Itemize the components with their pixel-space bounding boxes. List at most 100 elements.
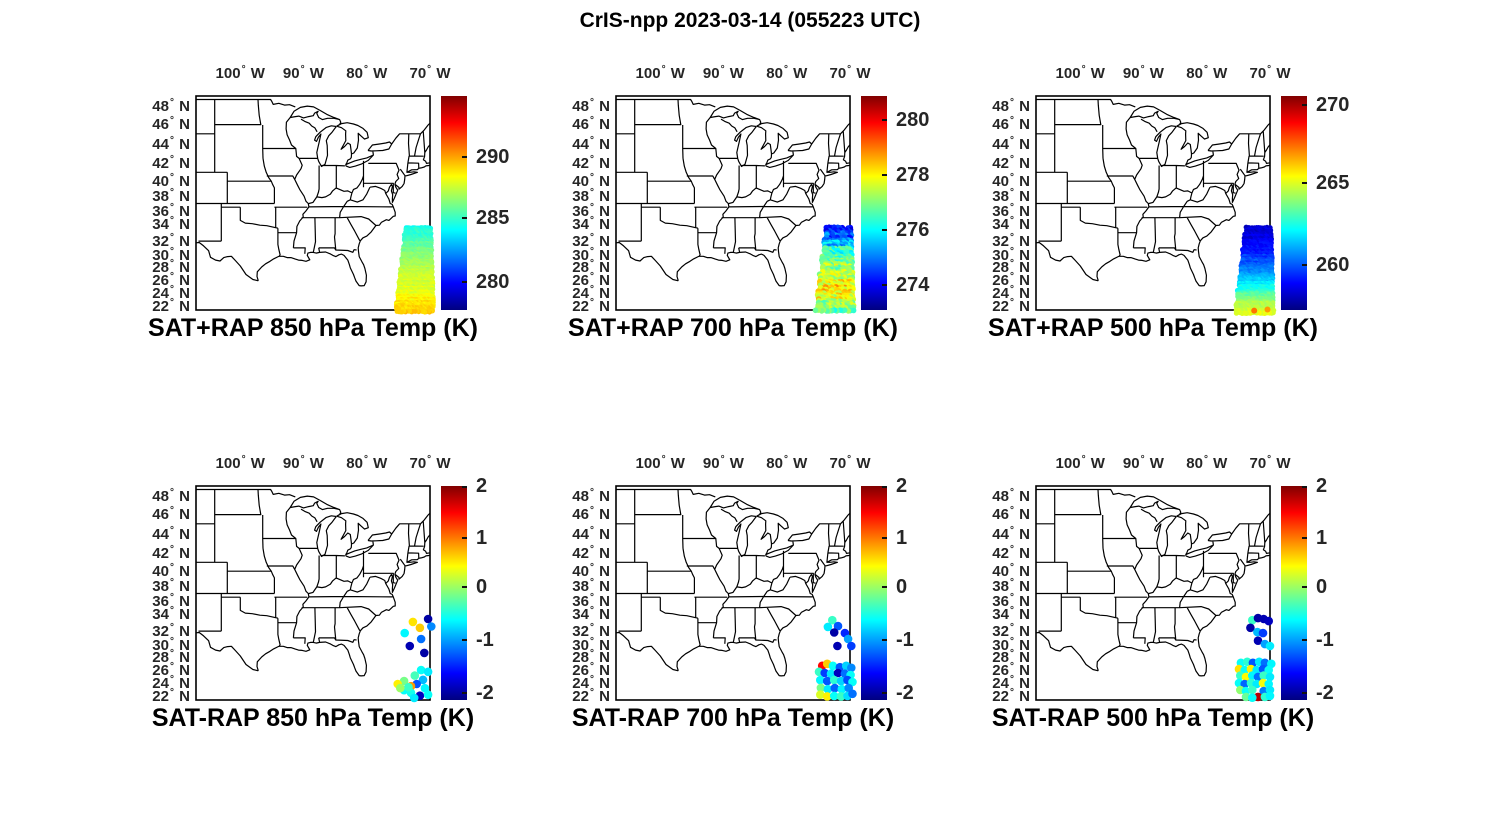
degree-symbol: ° xyxy=(589,134,594,146)
degree-symbol: ° xyxy=(169,487,174,499)
lat-value: 38 xyxy=(572,578,589,596)
obs-point xyxy=(828,615,837,625)
lat-value: 42 xyxy=(572,155,589,173)
lon-dir: W xyxy=(1213,455,1228,472)
obs-point xyxy=(1246,623,1255,633)
lat-value: 24 xyxy=(572,675,589,693)
degree-symbol: ° xyxy=(169,115,174,127)
lat-dir: N xyxy=(179,272,190,290)
degree-symbol: ° xyxy=(169,544,174,556)
lon-dir: W xyxy=(1213,65,1228,82)
colorbar-tick-label: 2 xyxy=(476,475,488,497)
lat-value: 34 xyxy=(572,606,589,624)
obs-point xyxy=(418,675,428,685)
colorbar-tick-label: 0 xyxy=(1316,576,1328,598)
lon-tick-label: 70° W xyxy=(829,64,870,82)
lat-dir: N xyxy=(1019,592,1030,610)
lat-tick-label: 42° N xyxy=(548,545,610,562)
colorbar-tick xyxy=(882,537,887,539)
lon-value: 70 xyxy=(1249,65,1267,82)
lat-tick-label: 22° N xyxy=(968,298,1030,316)
degree-symbol: ° xyxy=(1009,635,1014,647)
obs-point xyxy=(829,628,839,637)
colorbar-tick-label: 0 xyxy=(476,576,488,598)
lat-tick-label: 30° N xyxy=(548,636,610,653)
lat-value: 36 xyxy=(572,592,589,610)
degree-symbol: ° xyxy=(847,64,852,75)
lat-tick-label: 30° N xyxy=(128,245,190,263)
lat-tick-label: 38° N xyxy=(548,578,610,596)
lat-tick-label: 44° N xyxy=(128,525,190,542)
lon-value: 90 xyxy=(282,455,300,472)
degree-symbol: ° xyxy=(169,562,174,574)
obs-point xyxy=(836,692,846,701)
degree-symbol: ° xyxy=(1009,284,1014,296)
degree-symbol: ° xyxy=(363,64,368,75)
lon-tick-label: 70° W xyxy=(829,455,870,472)
lat-value: 36 xyxy=(992,592,1009,610)
lat-dir: N xyxy=(1019,155,1030,173)
lat-value: 22 xyxy=(992,298,1009,316)
colorbar-tick-label: -2 xyxy=(476,681,494,704)
panel-title-sat-minus-rap-700: SAT-RAP 700 hPa Temp (K) xyxy=(571,704,895,732)
lat-value: 44 xyxy=(992,135,1009,153)
colorbar-tick xyxy=(882,118,887,121)
lat-value: 44 xyxy=(572,525,589,543)
degree-symbol: ° xyxy=(1009,154,1014,166)
us-state-outlines xyxy=(615,488,851,677)
colorbar-tick xyxy=(1302,486,1307,489)
lat-value: 42 xyxy=(992,545,1009,563)
lat-dir: N xyxy=(1019,259,1030,277)
lat-dir: N xyxy=(179,636,190,654)
degree-symbol: ° xyxy=(169,635,174,647)
degree-symbol: ° xyxy=(169,245,174,257)
lat-value: 40 xyxy=(152,173,169,191)
degree-symbol: ° xyxy=(1009,487,1014,499)
lat-value: 30 xyxy=(152,636,169,654)
colorbar-tick xyxy=(462,691,467,694)
lat-dir: N xyxy=(599,623,610,641)
lat-dir: N xyxy=(1019,98,1030,116)
degree-symbol: ° xyxy=(589,232,594,244)
lon-value: 70 xyxy=(1249,455,1267,472)
degree-symbol: ° xyxy=(169,172,174,184)
degree-symbol: ° xyxy=(589,297,594,309)
obs-point xyxy=(1251,307,1258,314)
lat-dir: N xyxy=(1019,216,1030,234)
map-sat-plus-rap-850 xyxy=(195,95,436,315)
lon-value: 100 xyxy=(1055,65,1081,82)
lat-value: 24 xyxy=(992,675,1009,693)
map-sat-minus-rap-850 xyxy=(195,485,436,703)
lat-tick-label: 32° N xyxy=(128,623,190,640)
colorbar-tick xyxy=(1302,537,1307,539)
data-points-sat-minus-rap-700 xyxy=(814,615,857,701)
colorbar-tick-label: 1 xyxy=(896,527,908,549)
lat-value: 46 xyxy=(152,116,169,134)
lat-dir: N xyxy=(179,188,190,206)
lat-value: 34 xyxy=(992,216,1009,234)
degree-symbol: ° xyxy=(427,64,432,75)
lat-value: 40 xyxy=(152,563,169,581)
data-points-sat-plus-rap-500 xyxy=(1233,224,1277,316)
lat-tick-label: 36° N xyxy=(548,202,610,219)
obs-point xyxy=(1265,672,1275,682)
lat-value: 48 xyxy=(152,488,169,506)
colorbar-tick xyxy=(462,486,467,489)
degree-symbol: ° xyxy=(589,97,594,109)
obs-point xyxy=(1265,641,1275,651)
colorbar-sat-minus-rap-850 xyxy=(441,486,467,700)
obs-point xyxy=(836,676,846,686)
map-sat-minus-rap-500 xyxy=(1035,485,1276,702)
degree-symbol: ° xyxy=(169,201,174,213)
lat-value: 32 xyxy=(572,233,589,251)
lon-tick-label: 90° W xyxy=(1123,455,1164,472)
degree-symbol: ° xyxy=(1009,648,1014,660)
lat-tick-label: 34° N xyxy=(128,606,190,623)
lat-value: 26 xyxy=(992,272,1009,290)
lat-dir: N xyxy=(599,188,610,206)
lat-tick-label: 28° N xyxy=(968,259,1030,277)
obs-point xyxy=(423,614,433,624)
lat-dir: N xyxy=(599,155,610,173)
lat-tick-label: 40° N xyxy=(128,172,190,191)
lat-tick-label: 44° N xyxy=(128,135,190,152)
